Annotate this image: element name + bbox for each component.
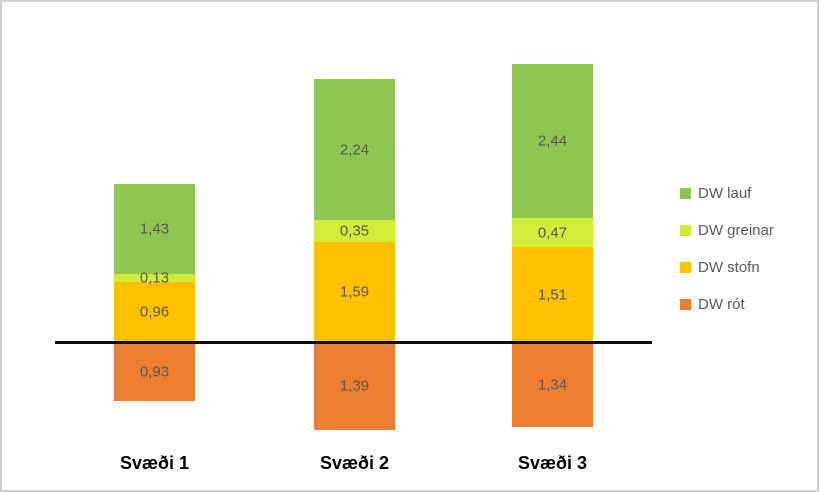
bar-segment: 0,35 [314, 220, 395, 243]
legend-swatch-icon [680, 224, 691, 236]
segment-value-label: 0,47 [537, 224, 568, 242]
legend-swatch-icon [680, 187, 691, 199]
legend-item: DW greinar [680, 220, 774, 240]
bar-segment: 0,47 [512, 217, 593, 248]
legend-swatch-icon [680, 261, 691, 273]
bar-segment: 1,51 [512, 247, 593, 343]
segment-value-label: 1,59 [339, 283, 370, 301]
segment-value-label: 1,43 [139, 220, 170, 238]
legend-label: DW rót [698, 295, 745, 313]
bar-segment: 2,24 [314, 79, 395, 221]
category-label: Svæði 1 [119, 453, 190, 473]
bar-segment: 1,39 [314, 342, 395, 431]
legend-item: DW lauf [680, 183, 774, 203]
bar-segment: 2,44 [512, 64, 593, 218]
bar-segment: 1,59 [314, 242, 395, 343]
legend-swatch-icon [680, 298, 691, 310]
segment-value-label: 0,35 [339, 222, 370, 240]
bar-segment: 0,96 [114, 282, 195, 343]
segment-value-label: 2,44 [537, 132, 568, 150]
segment-value-label: 2,24 [339, 141, 370, 159]
segment-value-label: 1,34 [537, 376, 568, 394]
legend: DW lauf DW greinar DW stofn DW rót [680, 183, 774, 314]
bar-segment: 0,13 [114, 269, 195, 286]
segment-value-label: 0,93 [139, 363, 170, 381]
bar-segment: 1,43 [114, 183, 195, 274]
legend-label: DW greinar [698, 221, 774, 239]
segment-value-label: 1,51 [537, 286, 568, 304]
category-label: Svæði 3 [517, 453, 588, 473]
legend-label: DW stofn [698, 258, 760, 276]
legend-label: DW lauf [698, 184, 752, 202]
bar-segment: 0,93 [114, 342, 195, 402]
legend-item: DW stofn [680, 257, 774, 277]
segment-value-label: 1,39 [339, 377, 370, 395]
category-label: Svæði 2 [319, 453, 390, 473]
segment-value-label: 0,96 [139, 303, 170, 321]
legend-item: DW rót [680, 294, 774, 314]
x-axis-baseline [55, 341, 652, 344]
bar-segment: 1,34 [512, 342, 593, 427]
